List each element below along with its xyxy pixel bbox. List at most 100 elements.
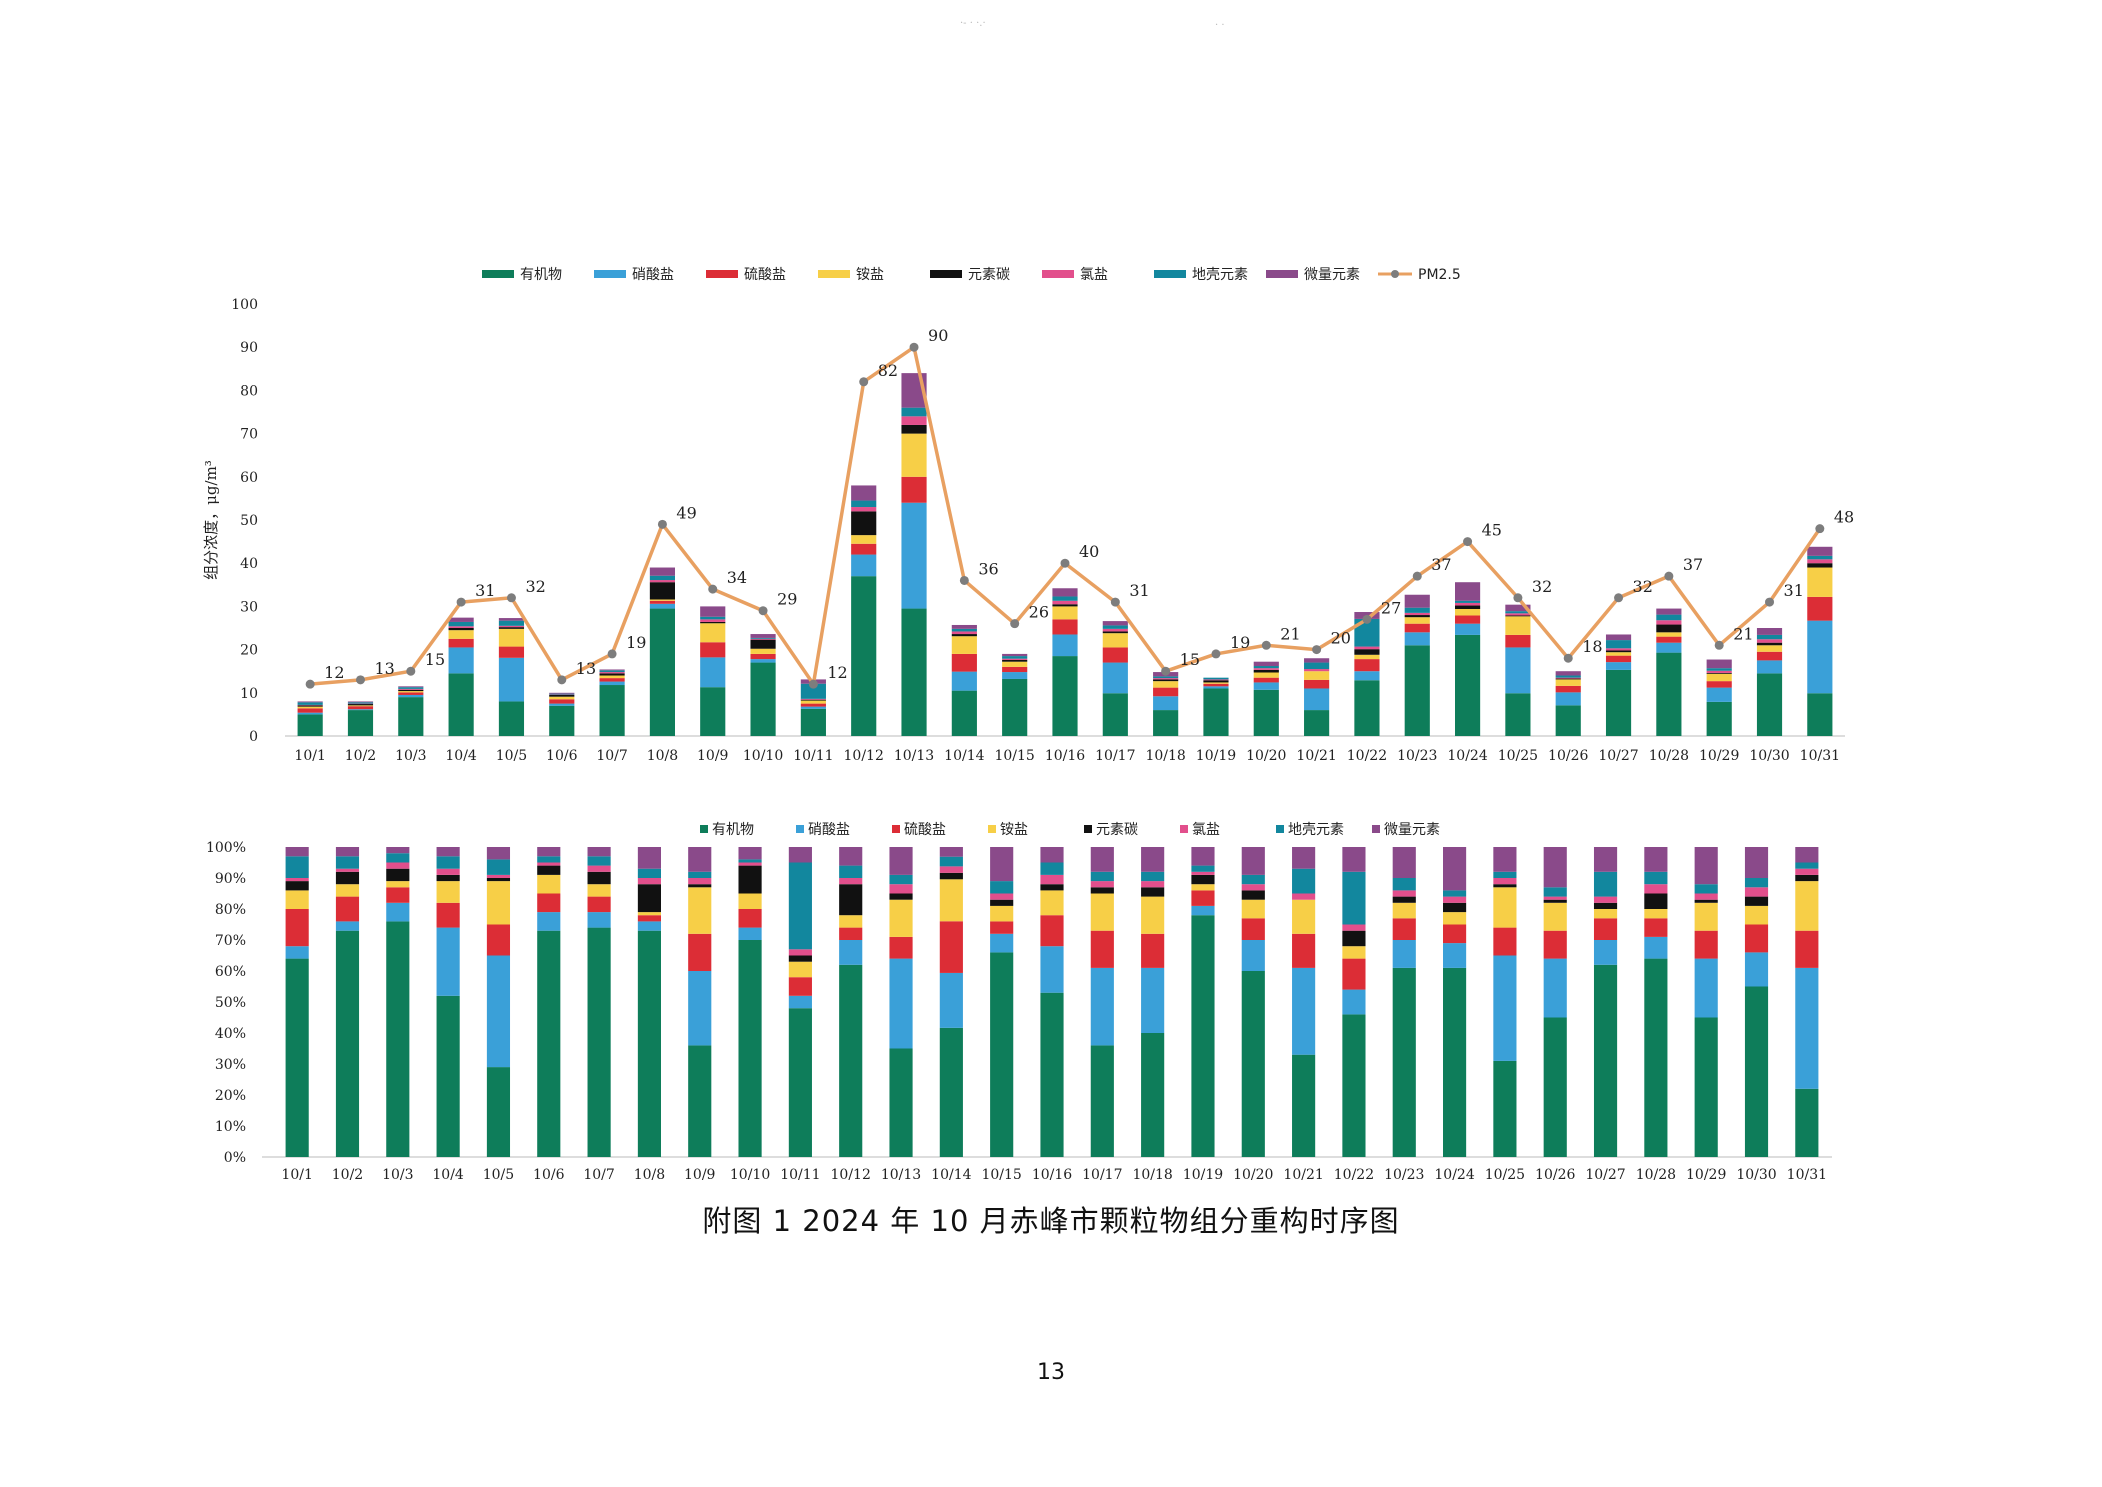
bar-segment	[1040, 946, 1064, 993]
bar-segment	[1203, 679, 1229, 681]
bar-segment	[498, 628, 525, 647]
legend-label: 元素碳	[1096, 822, 1138, 838]
bar-segment	[951, 631, 977, 635]
bar-segment	[1304, 669, 1330, 672]
pm25-marker	[1060, 558, 1070, 568]
bar-segment	[1102, 621, 1128, 626]
bar-segment	[1493, 887, 1517, 928]
bar-segment	[398, 694, 424, 698]
x-tick-label: 10/29	[1686, 1167, 1726, 1183]
bar-segment	[1694, 930, 1718, 959]
bar-segment	[1656, 620, 1682, 625]
bar-segment	[637, 921, 661, 931]
y-axis-label: 组分浓度，μg/m³	[202, 460, 220, 580]
pm25-data-label: 20	[1331, 629, 1351, 648]
x-tick-label: 10/4	[445, 748, 477, 764]
bar-segment	[335, 871, 360, 885]
x-tick-label: 10/21	[1296, 748, 1336, 764]
pm25-data-label: 19	[1230, 633, 1250, 652]
bar-segment	[1706, 681, 1732, 688]
bar-segment	[1605, 648, 1632, 651]
legend-label: 硝酸盐	[808, 822, 850, 838]
bar-segment	[1795, 1088, 1819, 1157]
bar-segment	[1455, 634, 1481, 736]
bar-segment	[637, 847, 661, 869]
bar-segment	[1756, 645, 1783, 652]
bar-segment	[750, 648, 776, 654]
bar-segment	[788, 961, 812, 978]
bar-segment	[1052, 588, 1078, 597]
pm25-marker	[607, 649, 617, 659]
legend-swatch	[930, 270, 962, 278]
x-tick-label: 10/6	[533, 1167, 565, 1183]
bar-segment	[1304, 710, 1330, 736]
pm25-marker	[1010, 619, 1020, 629]
x-tick-label: 10/11	[780, 1167, 820, 1183]
bar-segment	[1304, 662, 1330, 670]
bar-segment	[939, 879, 963, 922]
bar-segment	[851, 500, 877, 508]
bar-segment	[951, 690, 977, 736]
x-tick-label: 10/8	[634, 1167, 665, 1183]
bar-segment	[851, 507, 877, 512]
pm25-data-label: 31	[475, 581, 495, 600]
y-tick-label: 100	[231, 297, 258, 313]
legend-swatch	[1154, 270, 1186, 278]
bar-segment	[1392, 918, 1416, 940]
pm25-marker	[1412, 571, 1422, 581]
proportion-chart: 有机物 硝酸盐 硫酸盐 铵盐 元素碳 氯盐 地壳元素 微量元素 0% 10% 20% 30% 40% 50…	[206, 821, 1832, 1183]
bar-segment	[1153, 710, 1179, 736]
bar-segment	[486, 924, 511, 956]
bar-segment	[1795, 874, 1819, 882]
bar-segment	[1493, 871, 1517, 878]
bar-segment	[1593, 918, 1618, 940]
bar-segment	[1052, 596, 1078, 601]
x-tick-label: 10/1	[281, 1167, 312, 1183]
bar-segment	[750, 638, 776, 640]
bar-segment	[347, 705, 374, 707]
bar-segment	[800, 703, 826, 707]
bar-segment	[587, 884, 611, 897]
x-tick-label: 10/12	[844, 748, 884, 764]
x-tick-label: 10/3	[382, 1167, 413, 1183]
bar-segment	[1102, 628, 1128, 632]
bar-segment	[1354, 680, 1380, 736]
bar-segment	[1090, 1045, 1114, 1157]
bar-segment	[1543, 930, 1567, 959]
legend-swatch	[1084, 825, 1092, 833]
bar-segment	[1493, 884, 1517, 888]
bar-segment	[649, 603, 675, 609]
bar-segment	[1807, 693, 1833, 736]
pm25-data-label: 45	[1482, 521, 1502, 540]
bar-segment	[587, 927, 611, 1157]
x-tick-label: 10/28	[1636, 1167, 1676, 1183]
bar-segment	[851, 554, 877, 577]
y-tick-label: 40%	[215, 1026, 246, 1042]
y-tick-label: 10%	[215, 1119, 246, 1135]
bar-segment	[637, 912, 661, 916]
bar-segment	[1292, 1054, 1316, 1157]
bar-segment	[1807, 559, 1833, 564]
bar-segment	[1404, 607, 1430, 613]
figure-caption: 附图 1 2024 年 10 月赤峰市颗粒物组分重构时序图	[702, 1204, 1400, 1238]
pm25-data-label: 48	[1834, 508, 1854, 527]
bar-segment	[1694, 899, 1718, 903]
bar-segment	[851, 543, 877, 555]
bar-segment	[1593, 847, 1618, 872]
bar-segment	[1605, 640, 1632, 649]
bar-segment	[1392, 967, 1416, 1157]
bar-segment	[1191, 890, 1215, 906]
bar-segment	[939, 866, 963, 873]
x-tick-label: 10/23	[1384, 1167, 1424, 1183]
bar-segment	[951, 628, 977, 632]
bar-segment	[688, 878, 712, 885]
bar-segment	[839, 878, 863, 885]
bar-segment	[549, 699, 575, 704]
x-tick-label: 10/15	[994, 748, 1034, 764]
bar-segment	[1292, 847, 1316, 869]
bar-segment	[347, 709, 374, 711]
concentration-chart: 有机物 硝酸盐 硫酸盐 铵盐 元素碳 氯盐 地壳元素 微量元素 PM2.5 0 10 20 30 40 50…	[202, 266, 1854, 764]
bar-segment	[1404, 615, 1430, 618]
bar-segment	[386, 868, 410, 882]
bar-segment	[1795, 868, 1819, 875]
